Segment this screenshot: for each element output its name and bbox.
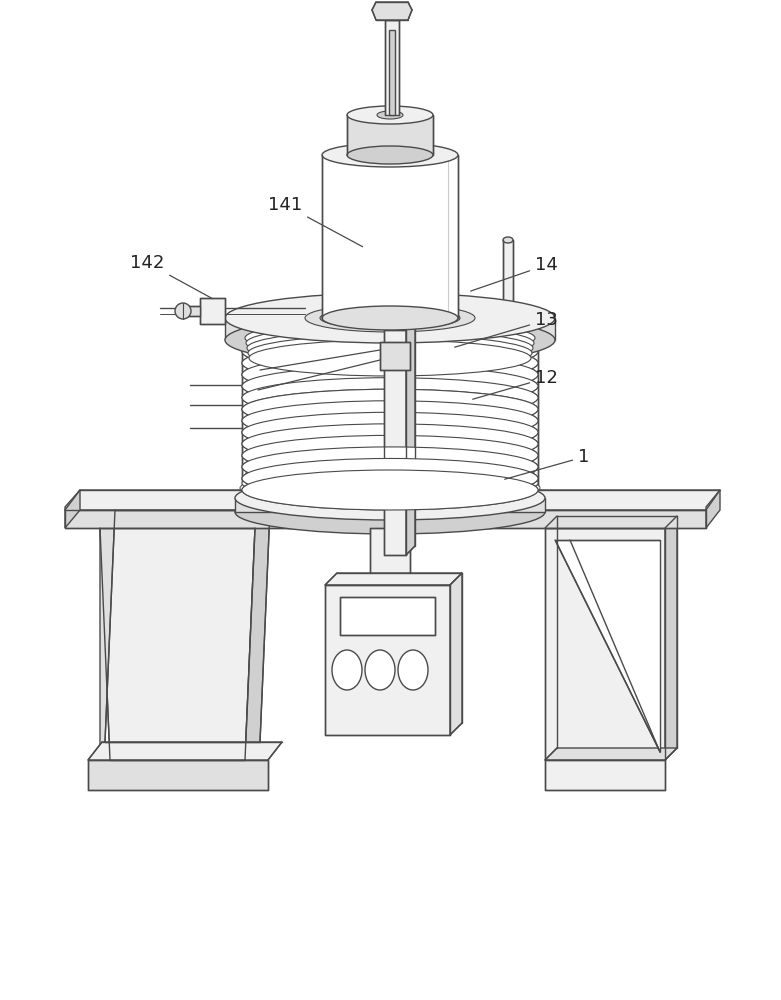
Polygon shape bbox=[706, 490, 720, 528]
Ellipse shape bbox=[242, 470, 538, 510]
Ellipse shape bbox=[242, 389, 538, 429]
Ellipse shape bbox=[242, 466, 538, 500]
Ellipse shape bbox=[242, 424, 538, 464]
Ellipse shape bbox=[332, 650, 362, 690]
Ellipse shape bbox=[242, 355, 538, 395]
Ellipse shape bbox=[242, 447, 538, 487]
Polygon shape bbox=[450, 573, 462, 735]
Ellipse shape bbox=[242, 389, 538, 429]
Polygon shape bbox=[200, 298, 225, 324]
Polygon shape bbox=[545, 748, 677, 760]
Text: 142: 142 bbox=[130, 254, 212, 299]
Text: 12: 12 bbox=[473, 369, 558, 399]
Polygon shape bbox=[545, 516, 677, 528]
Ellipse shape bbox=[242, 424, 538, 464]
Polygon shape bbox=[340, 597, 435, 635]
Ellipse shape bbox=[246, 325, 534, 361]
Ellipse shape bbox=[322, 143, 458, 167]
Polygon shape bbox=[100, 528, 255, 760]
Ellipse shape bbox=[240, 471, 540, 505]
Ellipse shape bbox=[322, 306, 458, 330]
Polygon shape bbox=[235, 498, 545, 512]
Polygon shape bbox=[347, 115, 433, 155]
Polygon shape bbox=[503, 240, 513, 498]
Polygon shape bbox=[65, 490, 720, 510]
Polygon shape bbox=[545, 760, 665, 790]
Text: 14: 14 bbox=[471, 256, 558, 291]
Polygon shape bbox=[384, 330, 406, 555]
Ellipse shape bbox=[242, 343, 538, 383]
Ellipse shape bbox=[242, 343, 538, 383]
Ellipse shape bbox=[225, 315, 555, 365]
Polygon shape bbox=[380, 342, 410, 370]
Ellipse shape bbox=[242, 435, 538, 475]
Ellipse shape bbox=[242, 412, 538, 452]
Text: 141: 141 bbox=[268, 196, 362, 247]
Ellipse shape bbox=[347, 106, 433, 124]
Ellipse shape bbox=[398, 650, 428, 690]
Ellipse shape bbox=[242, 332, 538, 372]
Ellipse shape bbox=[242, 366, 538, 406]
Ellipse shape bbox=[320, 307, 460, 329]
Ellipse shape bbox=[235, 476, 545, 520]
Ellipse shape bbox=[175, 303, 191, 319]
Ellipse shape bbox=[360, 304, 420, 316]
Ellipse shape bbox=[365, 650, 395, 690]
Ellipse shape bbox=[242, 355, 538, 395]
Polygon shape bbox=[406, 321, 415, 555]
Polygon shape bbox=[65, 490, 80, 528]
Polygon shape bbox=[384, 321, 415, 330]
Ellipse shape bbox=[242, 470, 538, 510]
Polygon shape bbox=[545, 528, 665, 760]
Ellipse shape bbox=[242, 320, 538, 360]
Ellipse shape bbox=[365, 150, 415, 160]
Ellipse shape bbox=[347, 146, 433, 164]
Polygon shape bbox=[88, 742, 282, 760]
Ellipse shape bbox=[242, 458, 538, 498]
Polygon shape bbox=[555, 540, 660, 752]
Polygon shape bbox=[183, 306, 200, 316]
Ellipse shape bbox=[247, 330, 533, 366]
Ellipse shape bbox=[246, 456, 534, 490]
Polygon shape bbox=[225, 318, 555, 340]
Polygon shape bbox=[372, 2, 412, 20]
Polygon shape bbox=[385, 20, 399, 115]
Ellipse shape bbox=[242, 447, 538, 487]
Polygon shape bbox=[322, 155, 458, 318]
Polygon shape bbox=[65, 510, 706, 528]
Ellipse shape bbox=[242, 435, 538, 475]
Ellipse shape bbox=[503, 237, 513, 243]
Ellipse shape bbox=[225, 293, 555, 343]
Polygon shape bbox=[389, 30, 395, 115]
Ellipse shape bbox=[242, 401, 538, 441]
Ellipse shape bbox=[235, 490, 545, 534]
Ellipse shape bbox=[377, 111, 403, 119]
Text: 13: 13 bbox=[455, 311, 558, 347]
Polygon shape bbox=[242, 340, 538, 490]
Ellipse shape bbox=[242, 401, 538, 441]
Ellipse shape bbox=[242, 378, 538, 418]
Ellipse shape bbox=[242, 332, 538, 372]
Text: 1: 1 bbox=[505, 448, 590, 479]
Ellipse shape bbox=[305, 304, 475, 332]
Ellipse shape bbox=[244, 461, 536, 495]
Polygon shape bbox=[88, 760, 268, 790]
Ellipse shape bbox=[248, 335, 532, 371]
Polygon shape bbox=[245, 510, 270, 760]
Polygon shape bbox=[325, 573, 462, 585]
Ellipse shape bbox=[242, 378, 538, 418]
Ellipse shape bbox=[249, 340, 531, 376]
Ellipse shape bbox=[242, 320, 538, 360]
Polygon shape bbox=[100, 510, 115, 760]
Ellipse shape bbox=[242, 458, 538, 498]
Polygon shape bbox=[325, 585, 450, 735]
Ellipse shape bbox=[242, 412, 538, 452]
Ellipse shape bbox=[242, 366, 538, 406]
Polygon shape bbox=[665, 516, 677, 760]
Polygon shape bbox=[370, 528, 410, 590]
Ellipse shape bbox=[245, 320, 535, 356]
